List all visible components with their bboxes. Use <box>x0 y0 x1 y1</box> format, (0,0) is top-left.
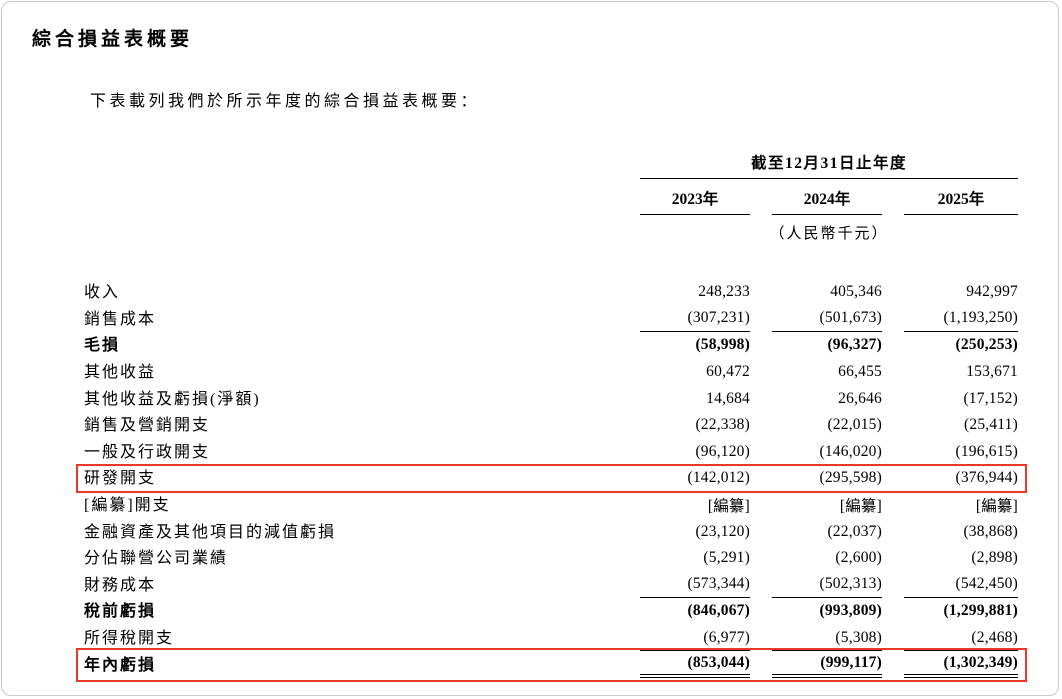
row-value: (502,313) <box>772 572 882 599</box>
row-value: (38,868) <box>963 522 1018 540</box>
table-row: 其他收益 60,472 66,455 153,671 <box>84 359 1018 386</box>
row-value: (6,977) <box>640 625 750 652</box>
row-value: (853,044) <box>640 651 750 678</box>
row-value: (250,253) <box>955 336 1018 354</box>
year-header-2025: 2025年 <box>904 179 1018 215</box>
row-value: (542,450) <box>904 572 1018 599</box>
row-value: (1,299,881) <box>943 602 1018 620</box>
table-row: 毛損 (58,998) (96,327) (250,253) <box>84 332 1018 359</box>
row-value: (999,117) <box>772 651 882 678</box>
row-value: (5,291) <box>703 549 750 567</box>
income-statement-table: 截至12月31日止年度 2023年 2024年 2025年 （人民幣千元） 收入… <box>76 151 1027 682</box>
table-row: 銷售及營銷開支 (22,338) (22,015) (25,411) <box>84 412 1018 439</box>
table-year-header-row: 2023年 2024年 2025年 <box>84 179 1018 215</box>
row-label: 其他收益 <box>84 364 157 382</box>
row-value: (142,012) <box>687 469 750 487</box>
table-row: 所得稅開支 (6,977) (5,308) (2,468) <box>84 625 1018 652</box>
row-value: (17,152) <box>963 389 1018 407</box>
row-label: 一般及行政開支 <box>84 443 211 461</box>
row-value: (22,015) <box>827 416 882 434</box>
year-header-2023: 2023年 <box>640 179 750 215</box>
row-label: 收入 <box>84 284 121 302</box>
row-label: 年內虧損 <box>84 656 157 674</box>
table-row: 財務成本 (573,344) (502,313) (542,450) <box>84 572 1018 599</box>
row-value: (1,193,250) <box>904 306 1018 333</box>
row-value: (307,231) <box>640 306 750 333</box>
row-label: 銷售及營銷開支 <box>84 417 211 435</box>
row-label: 銷售成本 <box>84 310 157 328</box>
row-value: [編纂] <box>839 498 882 516</box>
row-value: [編纂] <box>707 498 750 516</box>
row-value: (196,615) <box>955 442 1018 460</box>
currency-note: （人民幣千元） <box>769 226 889 242</box>
row-value: (501,673) <box>772 306 882 333</box>
row-label: 所得稅開支 <box>84 630 175 648</box>
row-value: 66,455 <box>838 363 882 381</box>
page-content: 綜合損益表概要 下表載列我們於所示年度的綜合損益表概要： 截至12月31日止年度… <box>2 2 1058 682</box>
table-period-header-row: 截至12月31日止年度 <box>84 151 1018 179</box>
row-value: (58,998) <box>695 336 750 354</box>
year-header-2024: 2024年 <box>772 179 882 215</box>
row-value: [編纂] <box>975 498 1018 516</box>
table-row: 稅前虧損 (846,067) (993,809) (1,299,881) <box>84 598 1018 625</box>
table-row: 一般及行政開支 (96,120) (146,020) (196,615) <box>84 439 1018 466</box>
row-value: 942,997 <box>966 283 1018 301</box>
table-currency-row: （人民幣千元） <box>84 215 1018 243</box>
row-value: (2,468) <box>904 625 1018 652</box>
row-value: (146,020) <box>819 442 882 460</box>
row-value: (573,344) <box>640 572 750 599</box>
row-value: (25,411) <box>964 416 1018 434</box>
row-value: (2,600) <box>835 549 882 567</box>
row-label: 分佔聯營公司業績 <box>84 550 229 568</box>
table-row-highlighted: 年內虧損 (853,044) (999,117) (1,302,349) <box>76 648 1027 682</box>
row-value: 60,472 <box>706 363 750 381</box>
row-value: (993,809) <box>819 602 882 620</box>
intro-text: 下表載列我們於所示年度的綜合損益表概要： <box>90 93 481 110</box>
table-row: 分佔聯營公司業績 (5,291) (2,600) (2,898) <box>84 545 1018 572</box>
row-value: (5,308) <box>772 625 882 652</box>
table-row: 收入 248,233 405,346 942,997 <box>84 279 1018 306</box>
row-value: 405,346 <box>830 283 882 301</box>
table-row-highlighted: 研發開支 (142,012) (295,598) (376,944) <box>76 464 1027 493</box>
row-label: 稅前虧損 <box>84 603 157 621</box>
row-value: (295,598) <box>819 469 882 487</box>
row-value: (96,120) <box>695 442 750 460</box>
row-value: (1,302,349) <box>904 651 1018 678</box>
row-label: 財務成本 <box>84 576 157 594</box>
row-value: (846,067) <box>687 602 750 620</box>
table-row: [編纂]開支 [編纂] [編纂] [編纂] <box>84 492 1018 519</box>
table-row: 金融資產及其他項目的減值虧損 (23,120) (22,037) (38,868) <box>84 518 1018 545</box>
row-value: (376,944) <box>955 469 1018 487</box>
row-value: (22,338) <box>695 416 750 434</box>
row-label: 金融資產及其他項目的減值虧損 <box>84 523 337 541</box>
row-value: 14,684 <box>706 389 750 407</box>
row-value: 26,646 <box>838 389 882 407</box>
row-value: (23,120) <box>695 522 750 540</box>
row-label: 研發開支 <box>84 470 157 488</box>
table-row: 銷售成本 (307,231) (501,673) (1,193,250) <box>84 306 1018 333</box>
row-value: 153,671 <box>966 363 1018 381</box>
row-label: 其他收益及虧損(淨額) <box>84 390 261 408</box>
page-title: 綜合損益表概要 <box>32 29 194 50</box>
row-value: 248,233 <box>698 283 750 301</box>
table-row: 其他收益及虧損(淨額) 14,684 26,646 (17,152) <box>84 385 1018 412</box>
row-value: (22,037) <box>827 522 882 540</box>
period-header: 截至12月31日止年度 <box>640 151 1018 179</box>
row-label: 毛損 <box>84 337 121 355</box>
row-value: (2,898) <box>971 549 1018 567</box>
row-label: [編纂]開支 <box>84 497 171 515</box>
row-value: (96,327) <box>827 336 882 354</box>
table-body: 收入 248,233 405,346 942,997 銷售成本 (307,231) (501… <box>76 279 1027 682</box>
